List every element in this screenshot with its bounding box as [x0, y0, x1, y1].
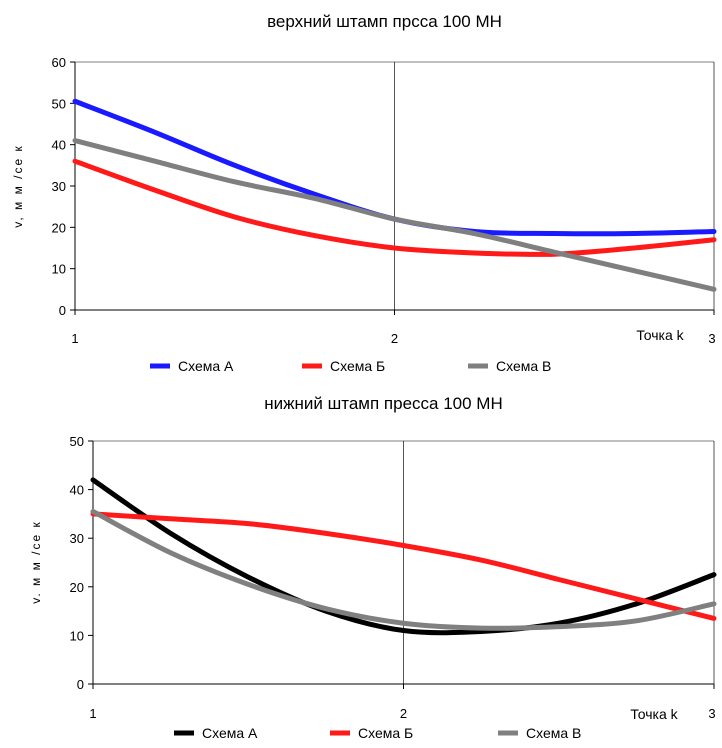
y-tick-label: 20	[70, 580, 84, 595]
series-line-2	[72, 158, 717, 257]
chart-title: верхний штамп прсса 100 МН	[267, 12, 502, 31]
y-tick-label: 50	[52, 96, 66, 111]
x-tick-label: 2	[400, 706, 407, 721]
x-axis-label: Точка k	[636, 327, 684, 343]
legend-label: Схема В	[526, 725, 581, 741]
x-tick-label: 2	[391, 331, 398, 346]
y-axis-label: v, м м /се к	[11, 144, 25, 228]
x-tick-label: 3	[708, 706, 715, 721]
legend-label: Схема А	[202, 725, 258, 741]
x-tick-label: 1	[89, 706, 96, 721]
y-tick-label: 10	[70, 628, 84, 643]
chart-title: нижний штамп пресса 100 МН	[264, 394, 502, 413]
y-axis-label: v. м м /се к	[29, 520, 43, 604]
y-tick-label: 40	[70, 483, 84, 498]
legend-label: Схема Б	[330, 358, 385, 374]
legend-label: Схема В	[496, 358, 551, 374]
y-tick-label: 0	[59, 303, 66, 318]
chart-2: нижний штамп пресса 100 МН 0 10 20 30 40 50 1 2 3…	[29, 394, 717, 741]
y-tick-label: 10	[52, 262, 66, 277]
x-tick-label: 3	[708, 331, 715, 346]
y-tick-label: 20	[52, 220, 66, 235]
chart-1: верхний штамп прсса 100 МН 0 10 20 30 40 50 60 1…	[11, 12, 717, 374]
x-axis-label: Точка k	[630, 706, 678, 722]
y-tick-label: 40	[52, 138, 66, 153]
y-tick-label: 50	[70, 434, 84, 449]
y-tick-label: 30	[70, 531, 84, 546]
legend-label: Схема Б	[358, 725, 413, 741]
y-tick-label: 60	[52, 55, 66, 70]
y-tick-label: 30	[52, 179, 66, 194]
y-tick-label: 0	[77, 677, 84, 692]
x-tick-label: 1	[71, 331, 78, 346]
legend-label: Схема А	[178, 358, 234, 374]
series-line-3	[90, 508, 717, 631]
